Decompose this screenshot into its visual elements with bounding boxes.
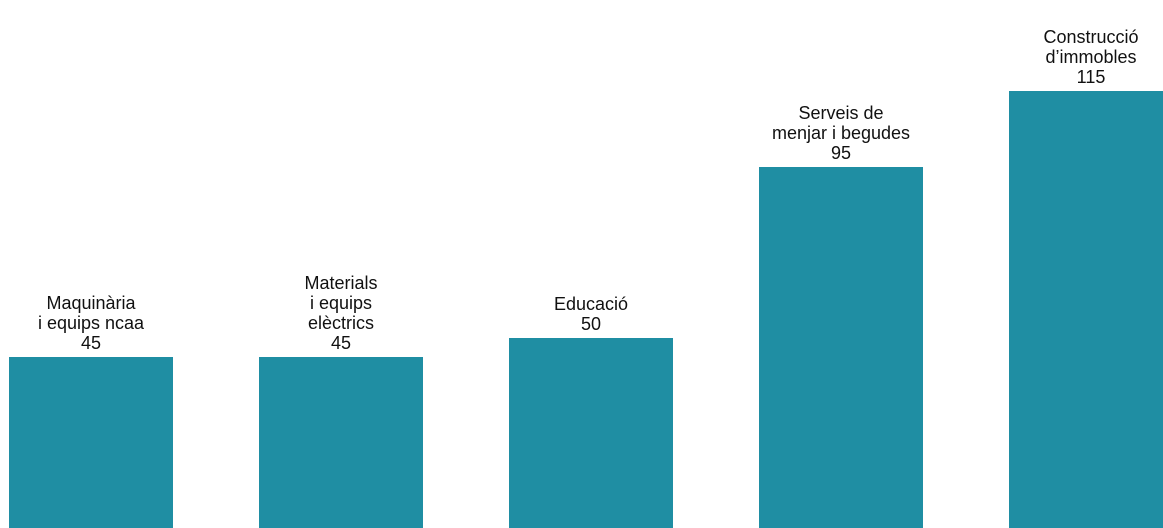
bar-1	[259, 357, 423, 528]
bar-2	[509, 338, 673, 528]
value-label-1: 45	[331, 333, 351, 353]
bar-4	[1009, 91, 1163, 528]
category-label-4-line-0: Construcció	[1043, 27, 1138, 47]
category-label-0-line-0: Maquinària	[46, 293, 136, 313]
category-label-4-line-1: d’immobles	[1045, 47, 1136, 67]
value-label-0: 45	[81, 333, 101, 353]
category-label-0-line-1: i equips ncaa	[38, 313, 145, 333]
bar-0	[9, 357, 173, 528]
value-label-2: 50	[581, 314, 601, 334]
bar-3	[759, 167, 923, 528]
bars-group	[9, 91, 1163, 528]
value-label-4: 115	[1077, 67, 1106, 87]
category-label-1-line-2: elèctrics	[308, 313, 374, 333]
category-label-1-line-1: i equips	[310, 293, 372, 313]
category-label-1-line-0: Materials	[304, 273, 377, 293]
category-label-2-line-0: Educació	[554, 294, 628, 314]
value-label-3: 95	[831, 143, 851, 163]
category-label-3-line-1: menjar i begudes	[772, 123, 910, 143]
category-label-3-line-0: Serveis de	[798, 103, 883, 123]
